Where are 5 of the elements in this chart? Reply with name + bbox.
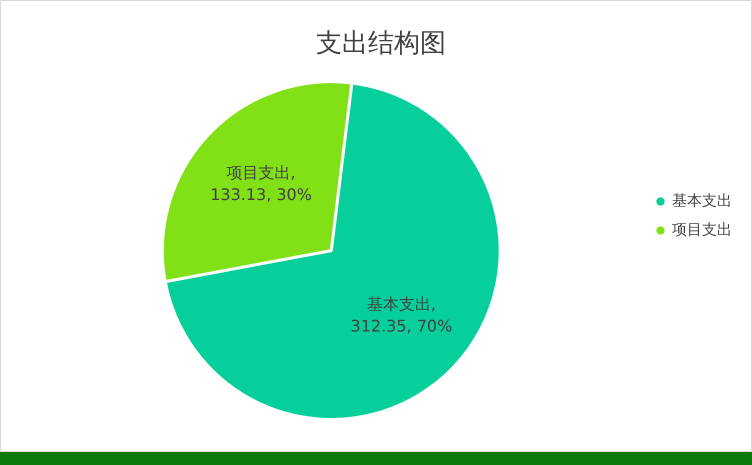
legend-label: 基本支出 bbox=[672, 191, 732, 210]
data-label: 基本支出, 312.35, 70% bbox=[350, 294, 452, 336]
legend-label: 项目支出 bbox=[672, 220, 732, 238]
data-label: 项目支出, 133.13, 30% bbox=[210, 162, 312, 204]
chart-title: 支出结构图 bbox=[316, 28, 446, 58]
